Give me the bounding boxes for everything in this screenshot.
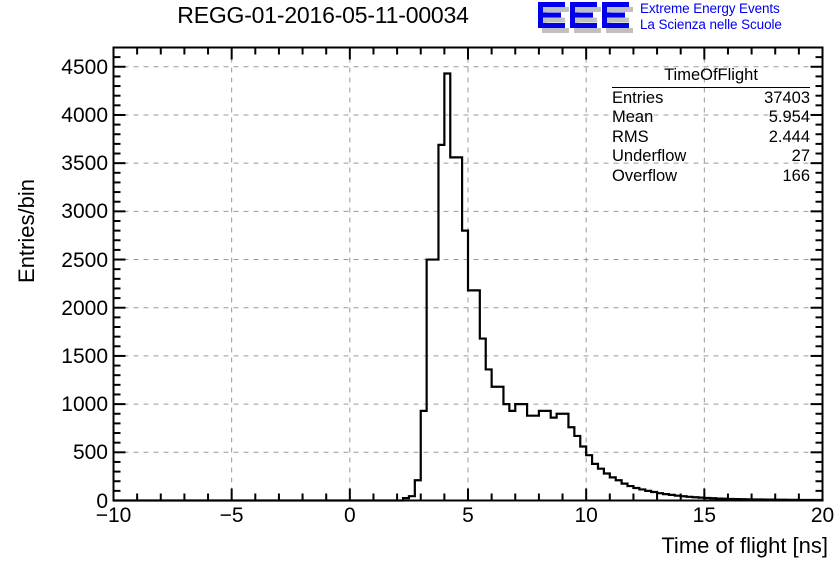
stats-label: Mean (612, 108, 654, 127)
y-tick-label: 1500 (61, 344, 108, 368)
stats-title: TimeOfFlight (612, 66, 810, 88)
y-tick-label: 2000 (61, 296, 108, 320)
x-tick-label: 5 (462, 504, 474, 527)
stats-value: 27 (791, 147, 810, 166)
x-tick-label: 15 (692, 504, 716, 527)
eee-logo-mark-icon (538, 2, 633, 33)
stats-label: Entries (612, 88, 664, 107)
y-tick-label: 0 (96, 489, 108, 513)
y-tick-label: 3500 (61, 152, 108, 176)
x-tick-label: 0 (343, 504, 356, 527)
stats-value: 5.954 (768, 108, 810, 127)
x-tick-label: 20 (810, 504, 835, 527)
x-axis-label: Time of flight [ns] (661, 533, 828, 558)
histogram-outline (113, 72, 824, 502)
eee-logo-line1: Extreme Energy Events (640, 1, 780, 16)
y-tick-label: 4500 (61, 55, 108, 79)
stats-row: Overflow 166 (612, 167, 810, 187)
stats-box: TimeOfFlight Entries 37403 Mean 5.954 RMS 2.4… (612, 66, 810, 187)
y-axis-ticks: 0 500 1000 1500 2000 2500 3000 3500 4000 4500 (8, 0, 108, 572)
x-tick-label: −10 (95, 504, 132, 527)
stats-label: RMS (612, 127, 649, 146)
x-tick-label: 10 (574, 504, 598, 527)
eee-logo: Extreme Energy Events La Scienza nelle S… (538, 1, 836, 36)
x-axis-ticks: −10 −5 0 5 10 15 20 (0, 505, 836, 535)
x-tick-label: −5 (219, 504, 244, 527)
axis-ticks (112, 46, 824, 502)
y-tick-label: 3000 (61, 200, 108, 224)
stats-row: RMS 2.444 (612, 128, 810, 148)
grid-lines (113, 47, 823, 501)
stats-rows: Entries 37403 Mean 5.954 RMS 2.444 Underflow 27… (612, 89, 810, 187)
y-axis-label: Entries/bin (14, 179, 39, 283)
stats-row: Mean 5.954 (612, 108, 810, 128)
y-tick-label: 500 (72, 441, 108, 465)
y-tick-label: 1000 (61, 393, 108, 417)
stats-row: Underflow 27 (612, 147, 810, 167)
stats-label: Overflow (612, 166, 678, 185)
eee-logo-text: Extreme Energy Events La Scienza nelle S… (640, 1, 782, 33)
stats-value: 166 (782, 166, 810, 185)
stats-row: Entries 37403 (612, 89, 810, 109)
y-tick-label: 2500 (61, 248, 108, 272)
page-title: REGG-01-2016-05-11-00034 (177, 2, 469, 28)
stats-label: Underflow (612, 147, 687, 166)
eee-logo-line2: La Scienza nelle Scuole (640, 17, 782, 32)
y-tick-label: 4000 (61, 103, 108, 127)
stats-value: 2.444 (768, 127, 810, 146)
stats-value: 37403 (764, 88, 810, 107)
